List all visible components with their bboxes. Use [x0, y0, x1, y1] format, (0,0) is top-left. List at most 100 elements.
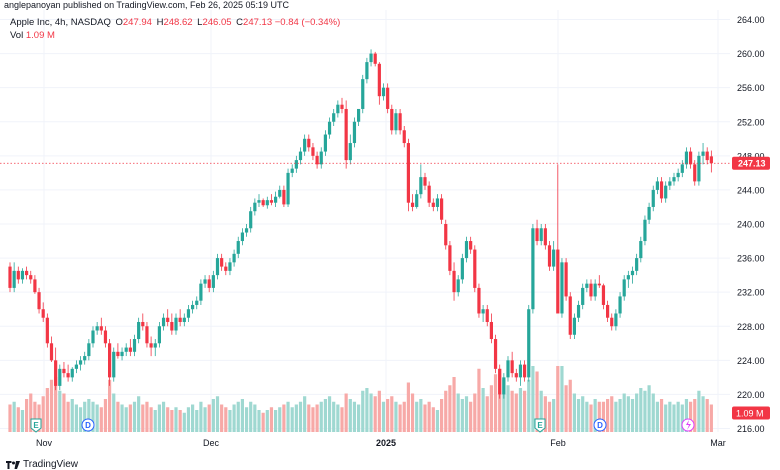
candle: [502, 373, 506, 399]
low-label: L: [197, 17, 203, 28]
candle-body: [493, 339, 498, 369]
candle-body: [514, 373, 518, 378]
volume-bar: [153, 410, 157, 432]
candle-body: [539, 228, 543, 242]
candle: [25, 266, 29, 280]
candle: [54, 347, 58, 391]
candle-body: [16, 270, 20, 280]
candle: [253, 198, 257, 216]
candle: [655, 177, 659, 195]
candle: [220, 253, 224, 271]
candlestick-chart[interactable]: E D E D 264.00 260.00 256.00 252.00 248.00 244.0…: [0, 10, 780, 458]
volume-bar: [224, 407, 228, 432]
candle-body: [290, 168, 294, 173]
candle-body: [489, 321, 493, 340]
time-label: Nov: [36, 438, 53, 448]
volume-bar: [116, 401, 120, 432]
high-label: H: [156, 17, 164, 28]
candle-body: [568, 296, 572, 335]
volume-bar: [643, 390, 647, 432]
candle-body: [132, 339, 137, 352]
candle-body: [327, 121, 332, 135]
candle-body: [103, 330, 108, 344]
candle: [460, 253, 464, 284]
candle: [95, 321, 99, 335]
candle-body: [228, 262, 232, 271]
candle: [630, 266, 635, 284]
candle-body: [431, 202, 435, 207]
candle: [170, 313, 174, 335]
candle: [410, 194, 415, 212]
volume-bar: [323, 399, 327, 432]
candle: [535, 219, 539, 246]
candle: [709, 150, 713, 173]
chart-area[interactable]: E D E D 264.00 260.00 256.00 252.00 248.00 244.0…: [0, 10, 780, 458]
candle: [319, 147, 323, 169]
candle-body: [427, 185, 431, 203]
volume-bar: [311, 407, 315, 432]
candle: [327, 117, 332, 139]
candle-body: [215, 258, 220, 276]
volume-bar: [319, 401, 323, 432]
candle: [664, 181, 668, 203]
candle: [78, 356, 83, 371]
price-tick-label: 220.00: [737, 390, 765, 400]
volume-bar: [589, 404, 593, 432]
candle: [182, 313, 186, 327]
candle-body: [137, 321, 141, 340]
volume-bar: [29, 393, 33, 432]
candle-body: [298, 151, 303, 161]
volume-bar: [12, 401, 16, 432]
candle: [531, 224, 535, 314]
volume-bar: [298, 401, 303, 432]
candle-body: [672, 177, 676, 182]
volume-bar: [195, 410, 199, 432]
volume-bar: [103, 399, 108, 432]
candle: [174, 313, 178, 335]
candle: [610, 313, 614, 331]
candle-body: [261, 200, 265, 206]
candle-body: [593, 283, 597, 297]
candle: [635, 253, 639, 276]
candle-body: [240, 232, 244, 242]
candle-body: [95, 326, 99, 331]
candle-body: [286, 172, 290, 205]
candle-body: [278, 189, 282, 197]
volume-bar: [448, 385, 452, 432]
price-tick-label: 244.00: [737, 185, 765, 195]
candle: [141, 313, 145, 331]
candle-body: [348, 143, 352, 161]
candle-body: [689, 151, 693, 165]
candle-body: [572, 317, 576, 335]
event-marker-letter: E: [537, 421, 543, 430]
candle-body: [523, 364, 527, 378]
price-tick-label: 216.00: [737, 424, 765, 434]
candle: [29, 270, 33, 284]
volume-bar: [493, 374, 498, 432]
dividend-icon: [81, 418, 95, 432]
volume-bar: [377, 390, 381, 432]
volume-bar: [45, 388, 49, 432]
candle-body: [676, 172, 680, 178]
candle-body: [498, 368, 502, 395]
volume-bar: [697, 390, 701, 432]
dividend-marker: D: [81, 418, 95, 432]
candle: [224, 262, 228, 276]
candle: [340, 97, 344, 114]
volume-bar: [41, 396, 45, 432]
volume-bar: [510, 390, 514, 432]
volume-bar: [128, 404, 132, 432]
candle-body: [323, 134, 327, 152]
candle-body: [99, 326, 103, 331]
candle: [207, 275, 211, 293]
volume-bar: [25, 399, 29, 432]
candle-body: [701, 151, 705, 156]
candle: [195, 296, 199, 310]
candle-body: [693, 164, 697, 182]
candle: [406, 138, 410, 212]
volume-bar: [456, 393, 460, 432]
volume-bar: [132, 401, 137, 432]
candle: [311, 143, 315, 161]
open-label: O: [115, 17, 123, 28]
candle-body: [232, 253, 236, 263]
